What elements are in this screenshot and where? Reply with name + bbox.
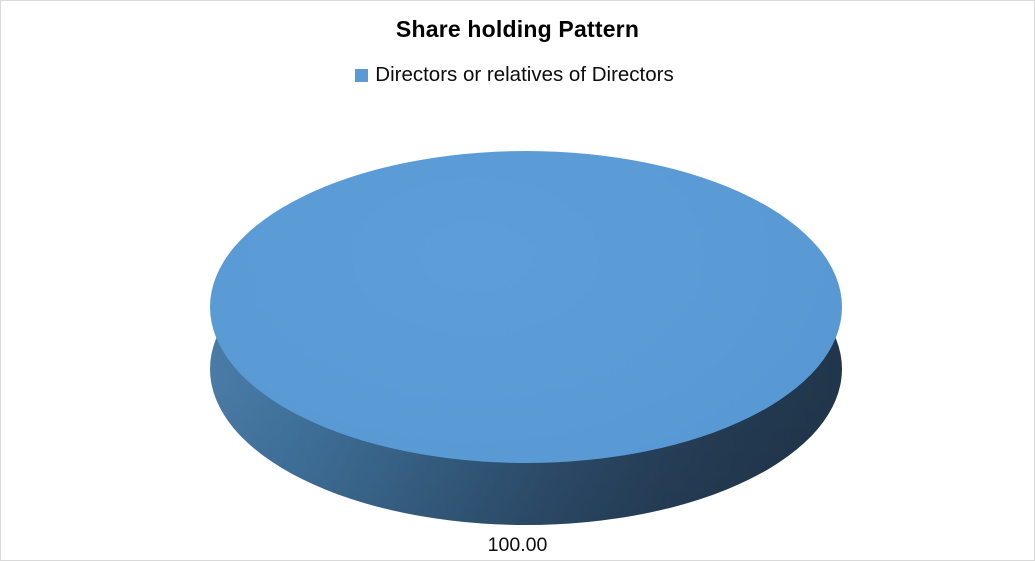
chart-legend: Directors or relatives of Directors — [1, 63, 1034, 87]
pie-chart-3d — [210, 151, 842, 525]
legend-item-label: Directors or relatives of Directors — [375, 63, 674, 86]
chart-title: Share holding Pattern — [1, 16, 1034, 43]
chart-title-text: Share holding Pattern — [395, 16, 640, 42]
pie-data-label: 100.00 — [1, 534, 1034, 557]
pie-slice-directors-or-relatives-of-directors[interactable] — [210, 151, 842, 463]
legend-swatch-icon — [355, 68, 369, 82]
pie-data-label-value: 100.00 — [487, 534, 548, 556]
legend-item-directors-or-relatives-of-directors[interactable]: Directors or relatives of Directors — [355, 63, 674, 86]
